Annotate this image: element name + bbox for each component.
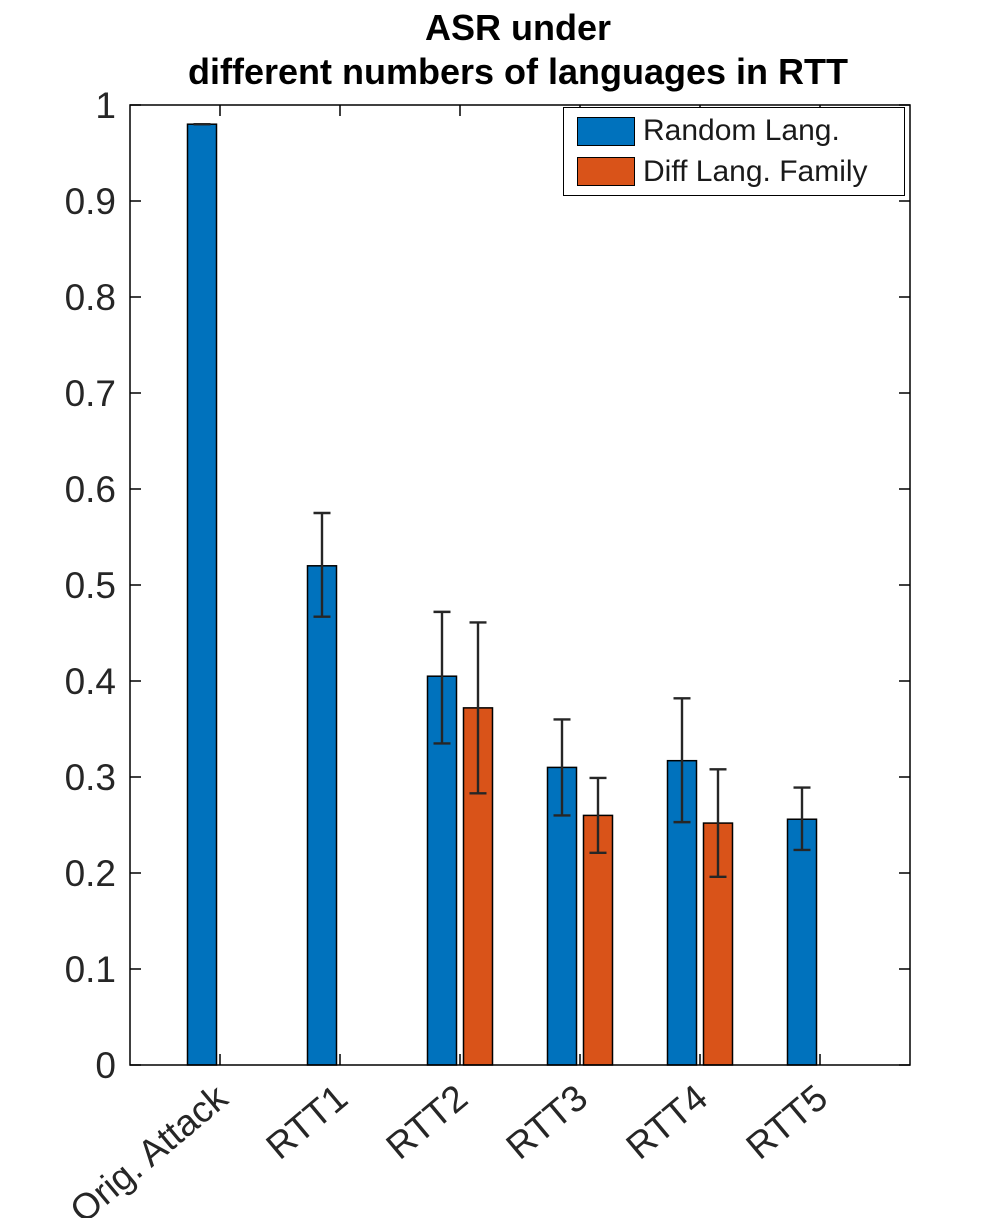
chart-title-line-2: different numbers of languages in RTT <box>187 51 849 92</box>
bar-rtt3-s1 <box>582 814 614 1066</box>
y-tick-label: 0.5 <box>65 565 116 606</box>
y-tick-label: 1 <box>95 85 116 126</box>
bar-rtt1-s0 <box>306 565 338 1066</box>
legend-swatch-random-lang <box>577 116 635 146</box>
y-tick-label: 0.7 <box>65 373 116 414</box>
legend-item-random-lang: Random Lang. <box>564 114 904 148</box>
legend-swatch-diff-lang-family <box>577 157 635 187</box>
chart-title-line-1: ASR under <box>424 7 611 48</box>
y-tick-label: 0.9 <box>65 181 116 222</box>
y-tick-label: 0.8 <box>65 277 116 318</box>
bar-orig-attack-s0 <box>186 123 218 1066</box>
y-tick-label: 0.2 <box>65 853 116 894</box>
chart-title: ASR under different numbers of languages… <box>103 6 933 94</box>
x-tick-label: RTT4 <box>618 1077 715 1167</box>
x-tick-label: RTT1 <box>258 1077 355 1167</box>
y-tick-label: 0 <box>95 1045 116 1086</box>
y-tick-label: 0.1 <box>65 949 116 990</box>
x-tick-label: RTT3 <box>498 1077 595 1167</box>
legend-item-diff-lang-family: Diff Lang. Family <box>564 155 904 189</box>
legend: Random Lang. Diff Lang. Family <box>563 107 905 196</box>
legend-label-diff-lang-family: Diff Lang. Family <box>643 154 868 188</box>
x-tick-label: Orig. Attack <box>62 1076 235 1218</box>
y-tick-label: 0.4 <box>65 661 116 702</box>
y-tick-label: 0.6 <box>65 469 116 510</box>
bar-rtt5-s0 <box>786 818 818 1066</box>
legend-label-random-lang: Random Lang. <box>643 114 840 148</box>
y-tick-label: 0.3 <box>65 757 116 798</box>
x-tick-label: RTT2 <box>378 1077 475 1167</box>
x-tick-label: RTT5 <box>738 1077 835 1167</box>
